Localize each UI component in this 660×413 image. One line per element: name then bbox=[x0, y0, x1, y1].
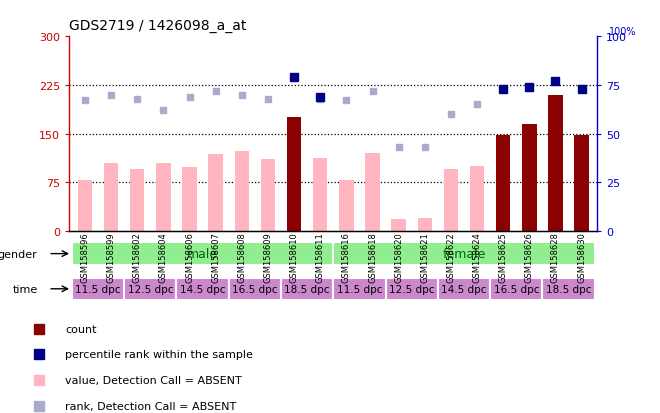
Bar bbox=[261, 160, 275, 231]
Text: 16.5 dpc: 16.5 dpc bbox=[232, 284, 278, 294]
Text: GSM158604: GSM158604 bbox=[159, 232, 168, 282]
Text: GSM158606: GSM158606 bbox=[185, 232, 194, 282]
Text: 16.5 dpc: 16.5 dpc bbox=[494, 284, 539, 294]
Bar bbox=[470, 166, 484, 231]
Text: GSM158610: GSM158610 bbox=[290, 232, 298, 282]
Bar bbox=[496, 135, 510, 231]
Text: GSM158611: GSM158611 bbox=[315, 232, 325, 282]
Bar bbox=[281, 278, 333, 300]
Bar bbox=[182, 168, 197, 231]
Bar bbox=[490, 278, 543, 300]
Text: 18.5 dpc: 18.5 dpc bbox=[284, 284, 330, 294]
Text: 14.5 dpc: 14.5 dpc bbox=[442, 284, 486, 294]
Text: value, Detection Call = ABSENT: value, Detection Call = ABSENT bbox=[65, 375, 242, 385]
Bar bbox=[548, 95, 563, 231]
Bar bbox=[438, 278, 490, 300]
Bar bbox=[209, 155, 223, 231]
Bar bbox=[104, 163, 118, 231]
Text: GSM158599: GSM158599 bbox=[107, 232, 115, 282]
Bar bbox=[176, 278, 229, 300]
Text: gender: gender bbox=[0, 249, 38, 259]
Bar bbox=[391, 220, 406, 231]
Bar bbox=[333, 243, 595, 265]
Bar bbox=[333, 278, 385, 300]
Bar bbox=[339, 181, 354, 231]
Bar bbox=[229, 278, 281, 300]
Text: GSM158608: GSM158608 bbox=[238, 232, 246, 282]
Text: 100%: 100% bbox=[609, 27, 636, 37]
Text: GDS2719 / 1426098_a_at: GDS2719 / 1426098_a_at bbox=[69, 19, 247, 33]
Bar bbox=[72, 243, 333, 265]
Text: GSM158625: GSM158625 bbox=[499, 232, 508, 282]
Text: GSM158620: GSM158620 bbox=[394, 232, 403, 282]
Bar bbox=[124, 278, 176, 300]
Text: 14.5 dpc: 14.5 dpc bbox=[180, 284, 225, 294]
Text: 11.5 dpc: 11.5 dpc bbox=[337, 284, 382, 294]
Bar bbox=[574, 135, 589, 231]
Text: GSM158602: GSM158602 bbox=[133, 232, 142, 282]
Text: rank, Detection Call = ABSENT: rank, Detection Call = ABSENT bbox=[65, 401, 236, 411]
Text: female: female bbox=[442, 247, 486, 261]
Text: GSM158616: GSM158616 bbox=[342, 232, 351, 282]
Text: GSM158624: GSM158624 bbox=[473, 232, 482, 282]
Text: GSM158626: GSM158626 bbox=[525, 232, 534, 282]
Text: GSM158628: GSM158628 bbox=[551, 232, 560, 282]
Text: percentile rank within the sample: percentile rank within the sample bbox=[65, 349, 253, 359]
Text: GSM158609: GSM158609 bbox=[263, 232, 273, 282]
Text: 12.5 dpc: 12.5 dpc bbox=[127, 284, 173, 294]
Text: male: male bbox=[187, 247, 218, 261]
Bar bbox=[313, 159, 327, 231]
Bar bbox=[287, 118, 301, 231]
Text: GSM158618: GSM158618 bbox=[368, 232, 377, 282]
Text: GSM158607: GSM158607 bbox=[211, 232, 220, 282]
Text: count: count bbox=[65, 324, 96, 334]
Text: GSM158596: GSM158596 bbox=[81, 232, 90, 282]
Text: GSM158630: GSM158630 bbox=[577, 232, 586, 282]
Bar bbox=[78, 181, 92, 231]
Bar bbox=[234, 152, 249, 231]
Bar bbox=[130, 170, 145, 231]
Bar bbox=[156, 163, 170, 231]
Bar bbox=[543, 278, 595, 300]
Bar bbox=[72, 278, 124, 300]
Bar bbox=[444, 170, 458, 231]
Text: time: time bbox=[13, 284, 38, 294]
Bar bbox=[366, 154, 380, 231]
Bar bbox=[418, 218, 432, 231]
Text: GSM158621: GSM158621 bbox=[420, 232, 429, 282]
Text: 12.5 dpc: 12.5 dpc bbox=[389, 284, 434, 294]
Text: 18.5 dpc: 18.5 dpc bbox=[546, 284, 591, 294]
Text: 11.5 dpc: 11.5 dpc bbox=[75, 284, 121, 294]
Bar bbox=[385, 278, 438, 300]
Bar bbox=[522, 125, 537, 231]
Text: GSM158622: GSM158622 bbox=[446, 232, 455, 282]
